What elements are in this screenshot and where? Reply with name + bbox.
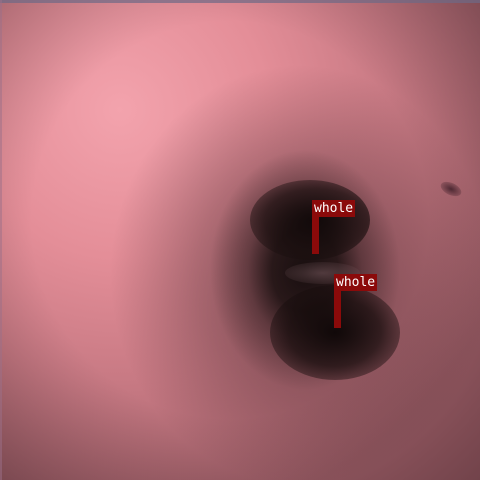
top-edge <box>0 0 480 3</box>
annotation-bar-1 <box>312 217 319 254</box>
annotation-label-1: whole <box>312 200 356 217</box>
left-edge <box>0 0 2 480</box>
dark-cavity-upper <box>250 180 370 260</box>
annotation-label-2: whole <box>334 274 378 291</box>
annotation-bar-2 <box>334 291 341 328</box>
dark-speck <box>438 178 464 200</box>
